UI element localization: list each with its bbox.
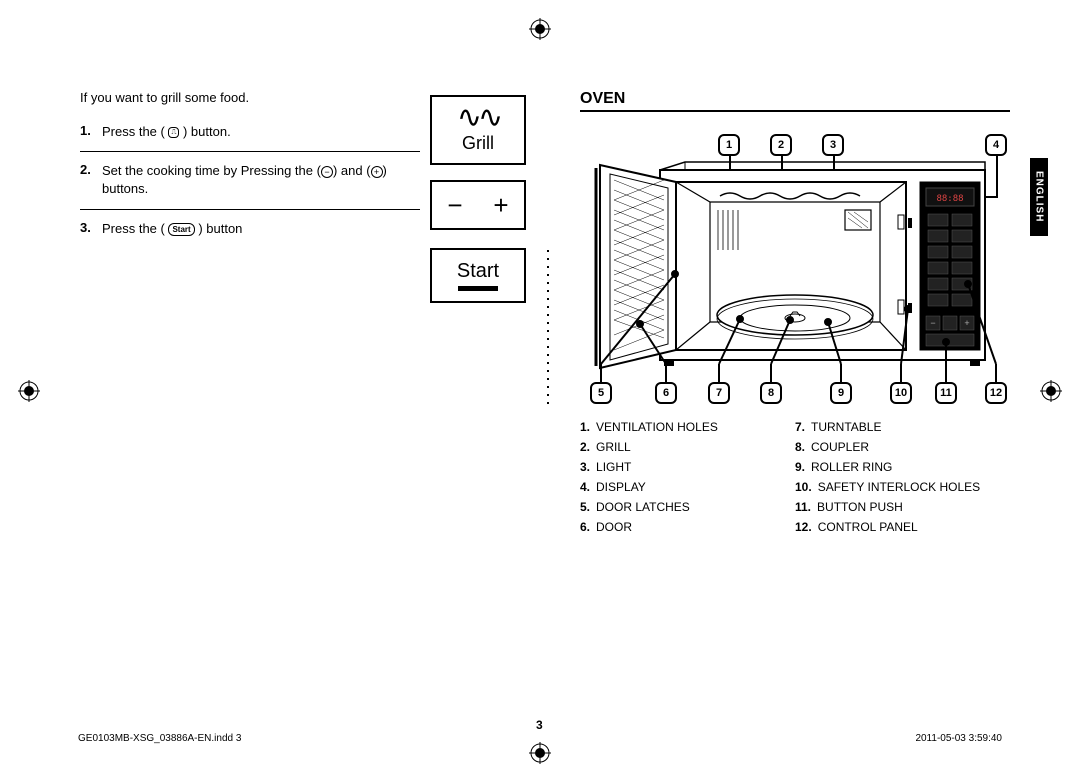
parts-item: 11.BUTTON PUSH bbox=[795, 500, 1010, 514]
callout-6: 6 bbox=[655, 382, 677, 404]
callout-3: 3 bbox=[822, 134, 844, 156]
step-text: Press the ( ⎍ ) button. bbox=[102, 123, 420, 141]
section-heading: OVEN bbox=[580, 90, 1010, 112]
callout-10: 10 bbox=[890, 382, 912, 404]
language-tab: ENGLISH bbox=[1030, 158, 1048, 236]
plus-minus-illustration: − + bbox=[430, 180, 526, 230]
parts-item: 5.DOOR LATCHES bbox=[580, 500, 795, 514]
grill-wave-icon: ∿∿ bbox=[432, 97, 524, 133]
page-number: 3 bbox=[536, 718, 543, 732]
parts-item: 3.LIGHT bbox=[580, 460, 795, 474]
grill-label: Grill bbox=[432, 133, 524, 154]
registration-mark-icon bbox=[529, 742, 551, 764]
callout-12: 12 bbox=[985, 382, 1007, 404]
start-illustration: Start bbox=[430, 248, 526, 303]
parts-item: 7.TURNTABLE bbox=[795, 420, 1010, 434]
parts-list: 1.VENTILATION HOLES 2.GRILL 3.LIGHT 4.DI… bbox=[580, 420, 1010, 540]
callout-9: 9 bbox=[830, 382, 852, 404]
step-number: 3. bbox=[80, 220, 102, 235]
registration-mark-icon bbox=[1040, 380, 1062, 402]
start-label: Start bbox=[457, 260, 499, 283]
footer-timestamp: 2011-05-03 3:59:40 bbox=[915, 733, 1002, 744]
callout-1: 1 bbox=[718, 134, 740, 156]
svg-text:+: + bbox=[964, 318, 969, 328]
svg-text:−: − bbox=[930, 318, 935, 328]
parts-item: 8.COUPLER bbox=[795, 440, 1010, 454]
start-underline-icon bbox=[458, 286, 498, 291]
grill-button-inline-icon: ⎍ bbox=[168, 127, 179, 139]
oven-illustration: 88:88 − + bbox=[590, 160, 995, 370]
footer-filename: GE0103MB-XSG_03886A-EN.indd 3 bbox=[78, 733, 241, 744]
start-button-inline-icon: Start bbox=[168, 223, 194, 236]
callout-7: 7 bbox=[708, 382, 730, 404]
parts-item: 10.SAFETY INTERLOCK HOLES bbox=[795, 480, 1010, 494]
registration-mark-icon bbox=[529, 18, 551, 40]
step-2: 2. Set the cooking time by Pressing the … bbox=[80, 152, 420, 209]
oven-diagram: 1 2 3 4 bbox=[580, 124, 1010, 414]
parts-item: 12.CONTROL PANEL bbox=[795, 520, 1010, 534]
callout-4: 4 bbox=[985, 134, 1007, 156]
parts-item: 4.DISPLAY bbox=[580, 480, 795, 494]
callout-2: 2 bbox=[770, 134, 792, 156]
plus-sign: + bbox=[493, 190, 508, 221]
parts-list-col-left: 1.VENTILATION HOLES 2.GRILL 3.LIGHT 4.DI… bbox=[580, 420, 795, 540]
grill-illustration: ∿∿ Grill bbox=[430, 95, 526, 165]
parts-item: 2.GRILL bbox=[580, 440, 795, 454]
step-number: 1. bbox=[80, 123, 102, 138]
center-divider bbox=[546, 250, 550, 410]
parts-item: 6.DOOR bbox=[580, 520, 795, 534]
plus-icon: + bbox=[371, 166, 383, 178]
minus-icon: − bbox=[321, 166, 333, 178]
parts-item: 9.ROLLER RING bbox=[795, 460, 1010, 474]
registration-mark-icon bbox=[18, 380, 40, 402]
parts-list-col-right: 7.TURNTABLE 8.COUPLER 9.ROLLER RING 10.S… bbox=[795, 420, 1010, 540]
oven-column: OVEN 1 2 3 4 bbox=[580, 90, 1010, 414]
step-1: 1. Press the ( ⎍ ) button. bbox=[80, 113, 420, 152]
step-text: Press the ( Start ) button bbox=[102, 220, 420, 238]
callout-8: 8 bbox=[760, 382, 782, 404]
callout-11: 11 bbox=[935, 382, 957, 404]
step-number: 2. bbox=[80, 162, 102, 177]
minus-sign: − bbox=[447, 190, 462, 221]
callout-5: 5 bbox=[590, 382, 612, 404]
step-3: 3. Press the ( Start ) button bbox=[80, 210, 420, 248]
svg-text:88:88: 88:88 bbox=[936, 194, 963, 204]
step-text: Set the cooking time by Pressing the (−)… bbox=[102, 162, 420, 198]
parts-item: 1.VENTILATION HOLES bbox=[580, 420, 795, 434]
